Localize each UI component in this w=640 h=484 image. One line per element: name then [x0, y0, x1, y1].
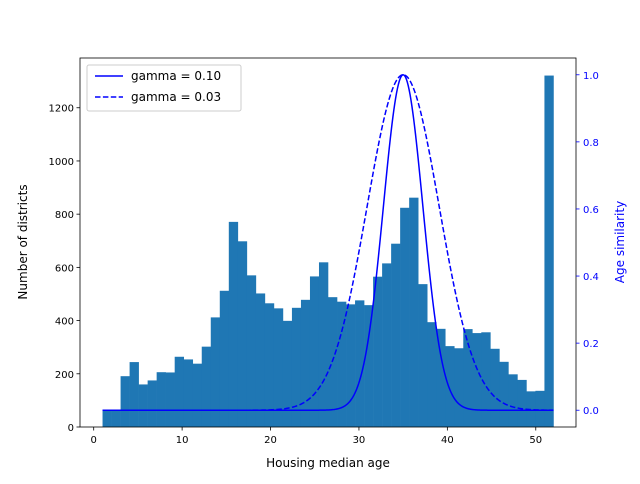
histogram-bar — [156, 372, 166, 427]
y-tick-label: 1200 — [49, 104, 74, 115]
histogram-bar — [165, 372, 175, 427]
histogram-bar — [499, 361, 509, 427]
y2-tick-label: 1.0 — [583, 71, 599, 82]
histogram-bar — [517, 379, 527, 427]
x-tick-label: 10 — [176, 435, 189, 446]
histogram-bar — [201, 346, 212, 427]
histogram-bar — [318, 262, 329, 427]
histogram-bar — [364, 305, 374, 427]
histogram-bar — [291, 307, 302, 427]
histogram-bar — [309, 276, 320, 427]
histogram-bar — [147, 380, 157, 427]
legend: gamma = 0.10 gamma = 0.03 — [86, 64, 242, 112]
y2-tick-label: 0.2 — [583, 339, 599, 350]
legend-label-0: gamma = 0.10 — [131, 69, 221, 83]
histogram-bar — [120, 376, 130, 427]
y2-axis-ticks: 0.0 0.2 0.4 0.6 0.8 1.0 — [576, 71, 599, 417]
y-axis-ticks: 0 200 400 600 800 1000 1200 — [49, 104, 80, 434]
histogram-bar — [382, 263, 392, 427]
histogram-bar — [373, 276, 383, 427]
x-tick-label: 0 — [91, 435, 97, 446]
histogram-bar — [210, 317, 221, 427]
histogram-bar — [481, 332, 491, 427]
histogram-bar — [526, 391, 536, 427]
histogram-bar — [436, 328, 446, 427]
histogram-bars — [102, 75, 554, 427]
histogram-bar — [454, 348, 464, 427]
histogram-bar — [418, 284, 428, 427]
histogram-bar — [355, 300, 365, 427]
histogram-bar — [463, 329, 473, 427]
histogram-bar — [264, 303, 275, 427]
y-tick-label: 400 — [55, 317, 74, 328]
y2-axis-label: Age similarity — [613, 201, 627, 283]
histogram-bar — [300, 299, 311, 427]
histogram-bar — [535, 390, 545, 427]
y2-tick-label: 0.0 — [583, 406, 599, 417]
x-tick-label: 20 — [264, 435, 277, 446]
similarity-curve-1 — [102, 74, 554, 411]
axes-frame — [79, 57, 577, 428]
histogram-bar — [246, 275, 257, 427]
histogram-bar — [183, 359, 194, 427]
histogram-bar — [544, 75, 554, 427]
histogram-bar — [174, 356, 185, 427]
histogram-bar — [445, 346, 455, 427]
y-tick-label: 600 — [55, 263, 74, 274]
x-tick-label: 50 — [529, 435, 542, 446]
histogram-bar — [111, 410, 121, 427]
histogram-bar — [391, 243, 401, 427]
histogram-bar — [508, 374, 518, 427]
histogram-bar — [346, 304, 356, 427]
similarity-curves — [102, 74, 554, 411]
legend-box — [86, 64, 242, 112]
y-tick-label: 1000 — [49, 157, 74, 168]
x-axis-ticks: 0 10 20 30 40 50 — [91, 427, 542, 446]
histogram-bar — [427, 322, 437, 427]
histogram-bar — [337, 301, 347, 427]
histogram-bar — [255, 293, 266, 427]
x-tick-label: 40 — [441, 435, 454, 446]
histogram-bar — [219, 290, 230, 427]
y-tick-label: 800 — [55, 210, 74, 221]
y2-tick-label: 0.4 — [583, 272, 599, 283]
histogram-bar — [129, 362, 139, 427]
y2-tick-label: 0.6 — [583, 205, 599, 216]
histogram-bar — [400, 207, 410, 427]
histogram-bar — [490, 348, 500, 427]
histogram-bar — [472, 333, 482, 427]
x-axis-label: Housing median age — [266, 456, 390, 470]
histogram-bar — [273, 308, 284, 427]
x-tick-label: 30 — [353, 435, 366, 446]
histogram-bar — [192, 363, 203, 427]
y2-tick-label: 0.8 — [583, 138, 599, 149]
y-axis-label: Number of districts — [16, 184, 30, 299]
histogram-bar — [102, 410, 112, 427]
y-tick-label: 200 — [55, 370, 74, 381]
y-tick-label: 0 — [68, 423, 74, 434]
histogram-bar — [138, 384, 148, 427]
histogram-bar — [237, 241, 248, 427]
histogram-bar — [409, 197, 419, 427]
legend-label-1: gamma = 0.03 — [131, 90, 221, 104]
histogram-bar — [282, 320, 293, 427]
histogram-bar — [228, 221, 239, 427]
